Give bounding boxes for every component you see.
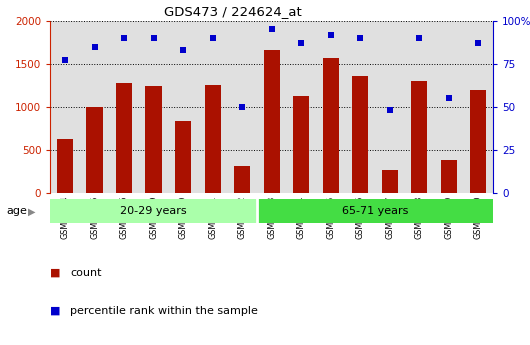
Bar bbox=[293, 96, 309, 193]
Bar bbox=[470, 90, 486, 193]
Bar bbox=[323, 58, 339, 193]
Text: ▶: ▶ bbox=[28, 207, 35, 216]
Text: count: count bbox=[70, 268, 102, 277]
Bar bbox=[50, 199, 257, 223]
Text: ■: ■ bbox=[50, 268, 61, 277]
Point bbox=[179, 47, 188, 53]
Point bbox=[326, 32, 335, 37]
Point bbox=[415, 35, 423, 41]
Point bbox=[120, 35, 128, 41]
Bar bbox=[234, 166, 250, 193]
Bar bbox=[352, 76, 368, 193]
Bar bbox=[263, 50, 280, 193]
Text: age: age bbox=[6, 206, 27, 216]
Point bbox=[208, 35, 217, 41]
Point bbox=[90, 44, 99, 49]
Text: 20-29 years: 20-29 years bbox=[120, 206, 187, 216]
Point bbox=[385, 108, 394, 113]
Bar bbox=[146, 86, 162, 193]
Bar bbox=[57, 139, 73, 193]
Point bbox=[474, 40, 482, 46]
Point bbox=[238, 104, 246, 110]
Bar bbox=[86, 107, 103, 193]
Bar bbox=[116, 83, 132, 193]
Point bbox=[149, 35, 158, 41]
Bar bbox=[175, 121, 191, 193]
Point bbox=[297, 40, 305, 46]
Point bbox=[444, 96, 453, 101]
Text: GDS473 / 224624_at: GDS473 / 224624_at bbox=[164, 5, 302, 18]
Point bbox=[61, 58, 69, 63]
Bar bbox=[411, 81, 427, 193]
Bar bbox=[440, 160, 457, 193]
Text: 65-71 years: 65-71 years bbox=[342, 206, 408, 216]
Point bbox=[267, 27, 276, 32]
Bar bbox=[382, 170, 398, 193]
Bar bbox=[257, 199, 493, 223]
Text: ■: ■ bbox=[50, 306, 61, 315]
Bar bbox=[205, 86, 220, 193]
Text: percentile rank within the sample: percentile rank within the sample bbox=[70, 306, 258, 315]
Point bbox=[356, 35, 365, 41]
